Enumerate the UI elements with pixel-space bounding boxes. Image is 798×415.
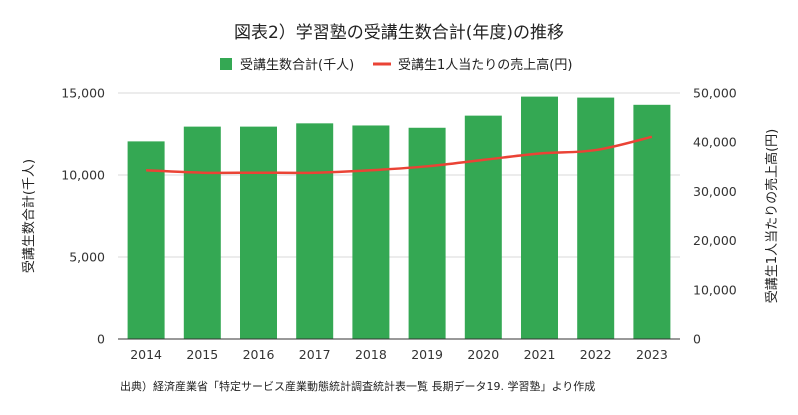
bar-2020: [464, 115, 502, 339]
x-tick-label-2017: 2017: [299, 347, 331, 362]
right-tick-label-0: 0: [693, 332, 701, 347]
bar-2016: [240, 126, 277, 340]
left-tick-label-2: 10,000: [61, 168, 105, 183]
bar-2019: [408, 127, 446, 339]
x-tick-label-2018: 2018: [355, 347, 387, 362]
sales-per-student-line: [146, 135, 653, 175]
x-tick-label-2014: 2014: [130, 347, 162, 362]
left-tick-label-0: 0: [97, 332, 105, 347]
legend-label-line: 受講生1人当たりの売上高(円): [398, 57, 572, 73]
x-tick-label-2021: 2021: [524, 347, 556, 362]
x-tick-label-2020: 2020: [467, 347, 499, 362]
x-tick-label-2023: 2023: [636, 347, 668, 362]
x-axis: 2014 2015 2016 2017 2018 2019 2020 2021 2022 2023: [130, 347, 668, 362]
x-tick-label-2022: 2022: [580, 347, 612, 362]
right-axis-title: 受講生1人当たりの売上高(円): [764, 129, 780, 303]
bar-series: [127, 96, 671, 340]
line-series: [146, 135, 653, 175]
right-tick-label-3: 30,000: [693, 184, 737, 199]
right-tick-label-2: 20,000: [693, 233, 737, 248]
source-note: 出典）経済産業省「特定サービス産業動態統計調査統計表一覧 長期データ19. 学習…: [120, 379, 595, 393]
right-y-axis: 0 10,000 20,000 30,000 40,000 50,000: [693, 86, 737, 347]
legend-swatch-bar: [220, 58, 232, 70]
bar-2021: [521, 96, 558, 339]
legend-label-bar: 受講生数合計(千人): [240, 57, 354, 73]
bar-2018: [352, 125, 390, 339]
x-tick-label-2015: 2015: [186, 347, 218, 362]
x-tick-label-2019: 2019: [411, 347, 443, 362]
bar-2017: [296, 123, 334, 339]
left-y-axis: 0 5,000 10,000 15,000: [61, 86, 105, 347]
bar-2023: [633, 104, 671, 339]
left-tick-label-1: 5,000: [69, 250, 105, 265]
legend: 受講生数合計(千人) 受講生1人当たりの売上高(円): [220, 57, 572, 73]
bar-2014: [127, 141, 165, 339]
right-tick-label-1: 10,000: [693, 282, 737, 297]
bar-2015: [183, 126, 221, 340]
right-tick-label-5: 50,000: [693, 86, 737, 101]
chart-title: 図表2）学習塾の受講生数合計(年度)の推移: [234, 22, 564, 43]
right-tick-label-4: 40,000: [693, 135, 737, 150]
bar-2022: [577, 97, 615, 339]
x-tick-label-2016: 2016: [243, 347, 275, 362]
left-axis-title: 受講生数合計(千人): [21, 159, 37, 273]
left-tick-label-3: 15,000: [61, 86, 105, 101]
